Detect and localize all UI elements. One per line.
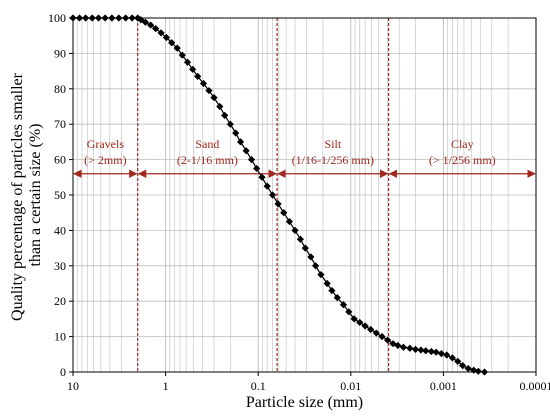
region-annotations: Gravels (> 2mm) Sand (2-1/16 mm) Silt (1/16-1… bbox=[73, 137, 536, 178]
data-point-22 bbox=[194, 72, 202, 81]
y-tick-label: 10 bbox=[54, 330, 66, 344]
x-tick-label: 0.1 bbox=[251, 379, 266, 393]
data-point-49 bbox=[339, 301, 348, 309]
x-axis-title: Particle size (mm) bbox=[246, 394, 363, 411]
data-point-40 bbox=[291, 226, 299, 234]
data-point-18 bbox=[173, 44, 181, 52]
data-point-15 bbox=[157, 29, 165, 37]
grid bbox=[73, 17, 537, 373]
data-point-61 bbox=[406, 344, 414, 352]
region-name-3: Clay bbox=[451, 137, 474, 151]
data-point-44 bbox=[311, 262, 320, 270]
data-point-29 bbox=[232, 129, 240, 137]
y-axis-ticks: 0 10 20 30 40 50 60 70 80 90 100 bbox=[48, 11, 73, 379]
data-point-31 bbox=[242, 147, 250, 155]
data-point-45 bbox=[317, 271, 325, 279]
data-point-69 bbox=[448, 354, 456, 362]
data-point-32 bbox=[247, 156, 256, 164]
y-axis-title-line-1: Quality percentage of particles smaller bbox=[9, 72, 26, 321]
data-point-65 bbox=[427, 347, 435, 356]
data-point-55 bbox=[372, 329, 380, 337]
data-point-33 bbox=[253, 164, 261, 173]
data-point-72 bbox=[464, 364, 472, 373]
data-point-64 bbox=[422, 347, 430, 355]
data-point-74 bbox=[474, 367, 482, 375]
y-axis-title-line-2: than a certain size (%) bbox=[27, 123, 44, 266]
data-point-59 bbox=[394, 341, 402, 350]
data-point-14 bbox=[152, 25, 160, 33]
data-point-56 bbox=[378, 333, 386, 341]
data-point-46 bbox=[323, 279, 331, 288]
y-tick-label: 0 bbox=[60, 365, 66, 379]
data-point-57 bbox=[384, 336, 392, 344]
y-tick-label: 70 bbox=[54, 117, 66, 131]
data-point-68 bbox=[443, 351, 451, 359]
data-point-60 bbox=[399, 343, 408, 351]
region-name-2: Silt bbox=[325, 137, 342, 151]
x-tick-label: 1 bbox=[163, 379, 169, 393]
data-point-24 bbox=[205, 86, 213, 95]
region-range-3: (> 1/256 mm) bbox=[429, 153, 496, 167]
data-point-30 bbox=[236, 138, 245, 146]
x-tick-label: 10 bbox=[67, 379, 79, 393]
data-point-21 bbox=[189, 65, 197, 73]
data-point-23 bbox=[199, 79, 208, 88]
data-point-66 bbox=[432, 348, 440, 356]
data-point-28 bbox=[226, 120, 234, 128]
y-axis-title: Quality percentage of particles smaller … bbox=[9, 69, 44, 321]
data-point-26 bbox=[216, 102, 224, 111]
region-range-2: (1/16-1/256 mm) bbox=[292, 153, 374, 167]
region-name-1: Sand bbox=[195, 137, 219, 151]
data-point-36 bbox=[268, 191, 277, 199]
x-axis-ticks: 10 1 0.1 0.01 0.001 0.0001 bbox=[67, 372, 550, 393]
data-point-50 bbox=[345, 308, 353, 316]
data-point-43 bbox=[307, 253, 315, 261]
y-tick-label: 20 bbox=[54, 294, 66, 308]
data-point-63 bbox=[417, 346, 425, 354]
y-tick-label: 80 bbox=[54, 82, 66, 96]
data-point-19 bbox=[178, 51, 186, 59]
y-tick-label: 30 bbox=[54, 259, 66, 273]
data-point-25 bbox=[210, 94, 218, 102]
region-boundaries bbox=[137, 18, 390, 372]
data-point-52 bbox=[356, 318, 364, 327]
x-tick-label: 0.01 bbox=[340, 379, 361, 393]
y-tick-label: 60 bbox=[54, 153, 66, 167]
data-point-54 bbox=[367, 325, 375, 334]
data-point-13 bbox=[147, 21, 155, 29]
region-range-1: (2-1/16 mm) bbox=[177, 153, 238, 167]
data-point-27 bbox=[221, 111, 229, 119]
x-tick-label: 0.0001 bbox=[520, 379, 550, 393]
data-point-12 bbox=[141, 18, 150, 26]
data-point-47 bbox=[328, 286, 336, 295]
data-point-67 bbox=[437, 349, 446, 358]
data-point-53 bbox=[361, 322, 369, 330]
data-point-37 bbox=[274, 200, 282, 208]
data-point-51 bbox=[350, 315, 358, 323]
x-tick-label: 0.001 bbox=[430, 379, 457, 393]
data-point-38 bbox=[280, 209, 288, 217]
y-tick-label: 100 bbox=[48, 11, 66, 25]
data-point-16 bbox=[162, 33, 171, 42]
data-point-41 bbox=[296, 235, 305, 243]
data-point-34 bbox=[258, 173, 266, 181]
data-point-70 bbox=[454, 357, 462, 365]
region-range-0: (> 2mm) bbox=[84, 153, 126, 167]
data-point-39 bbox=[285, 217, 294, 226]
y-tick-label: 40 bbox=[54, 223, 66, 237]
series bbox=[69, 14, 489, 376]
data-point-20 bbox=[183, 58, 192, 66]
data-point-48 bbox=[333, 294, 341, 302]
data-point-62 bbox=[411, 345, 420, 353]
data-point-42 bbox=[301, 244, 309, 252]
data-point-35 bbox=[263, 182, 271, 190]
region-name-0: Gravels bbox=[87, 137, 125, 151]
data-point-17 bbox=[168, 39, 176, 47]
y-tick-label: 90 bbox=[54, 46, 66, 60]
y-tick-label: 50 bbox=[54, 188, 66, 202]
data-point-71 bbox=[459, 362, 467, 370]
